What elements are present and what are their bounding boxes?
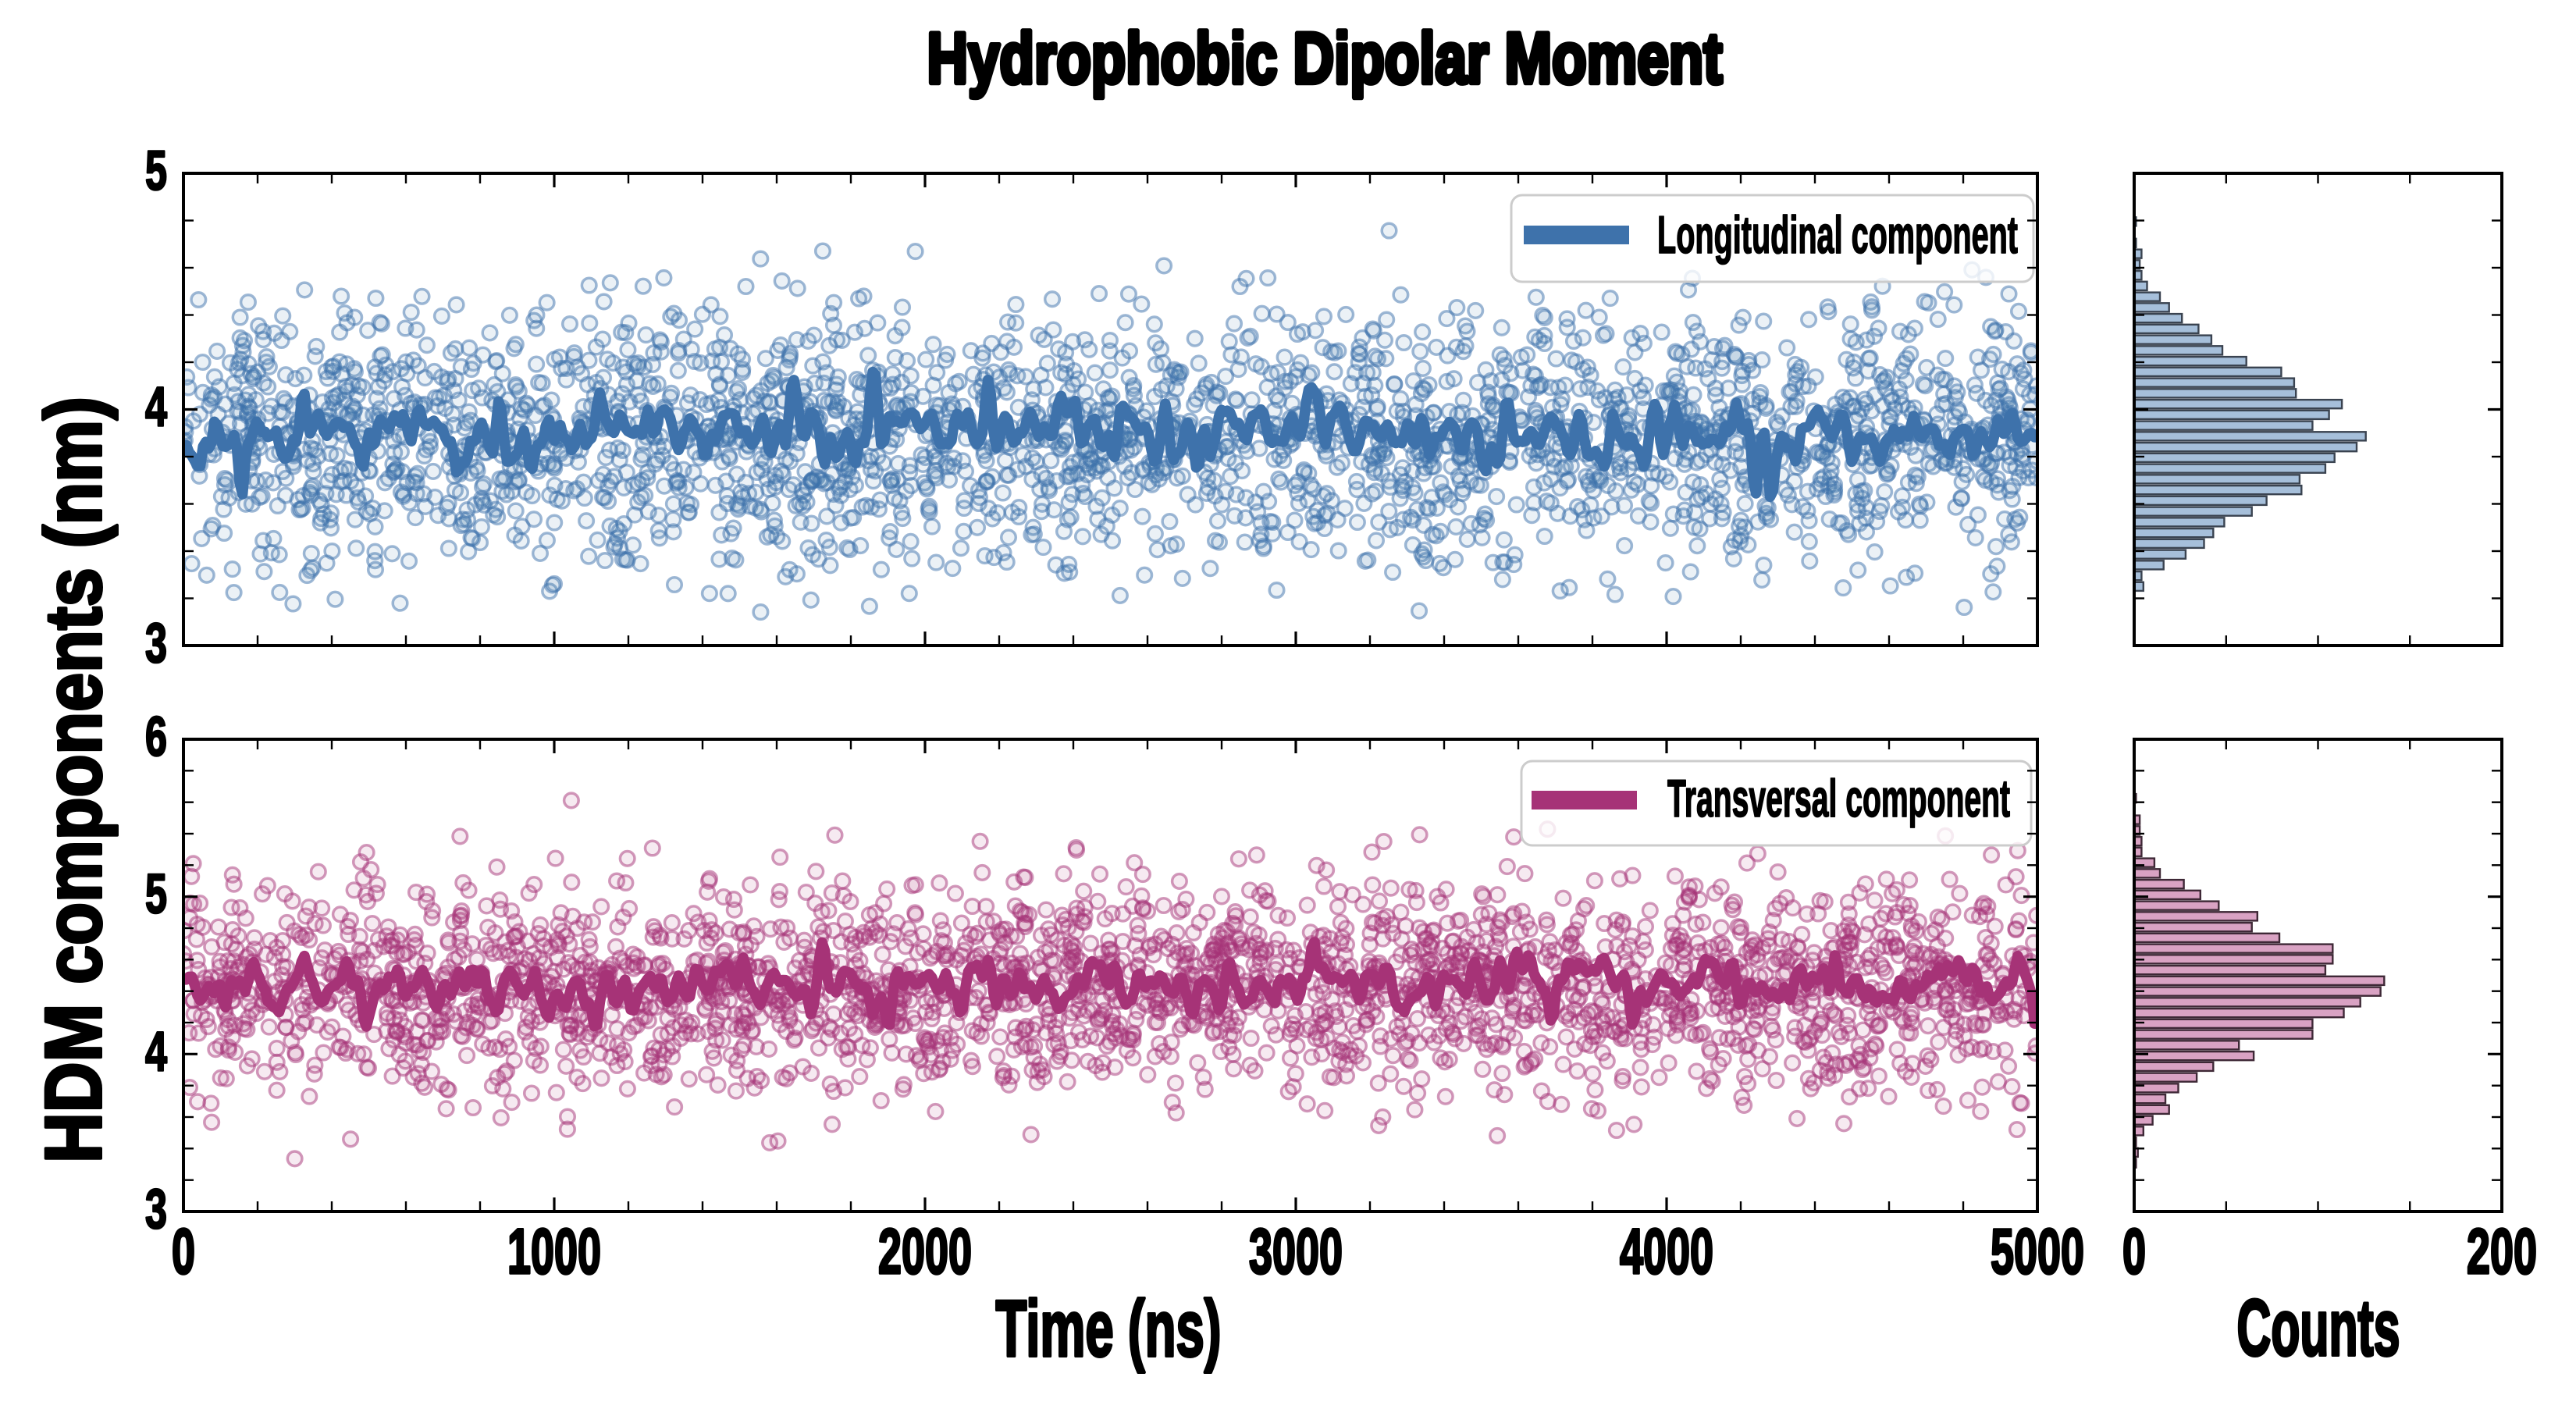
svg-text:Longitudinal component: Longitudinal component <box>1657 205 2018 265</box>
